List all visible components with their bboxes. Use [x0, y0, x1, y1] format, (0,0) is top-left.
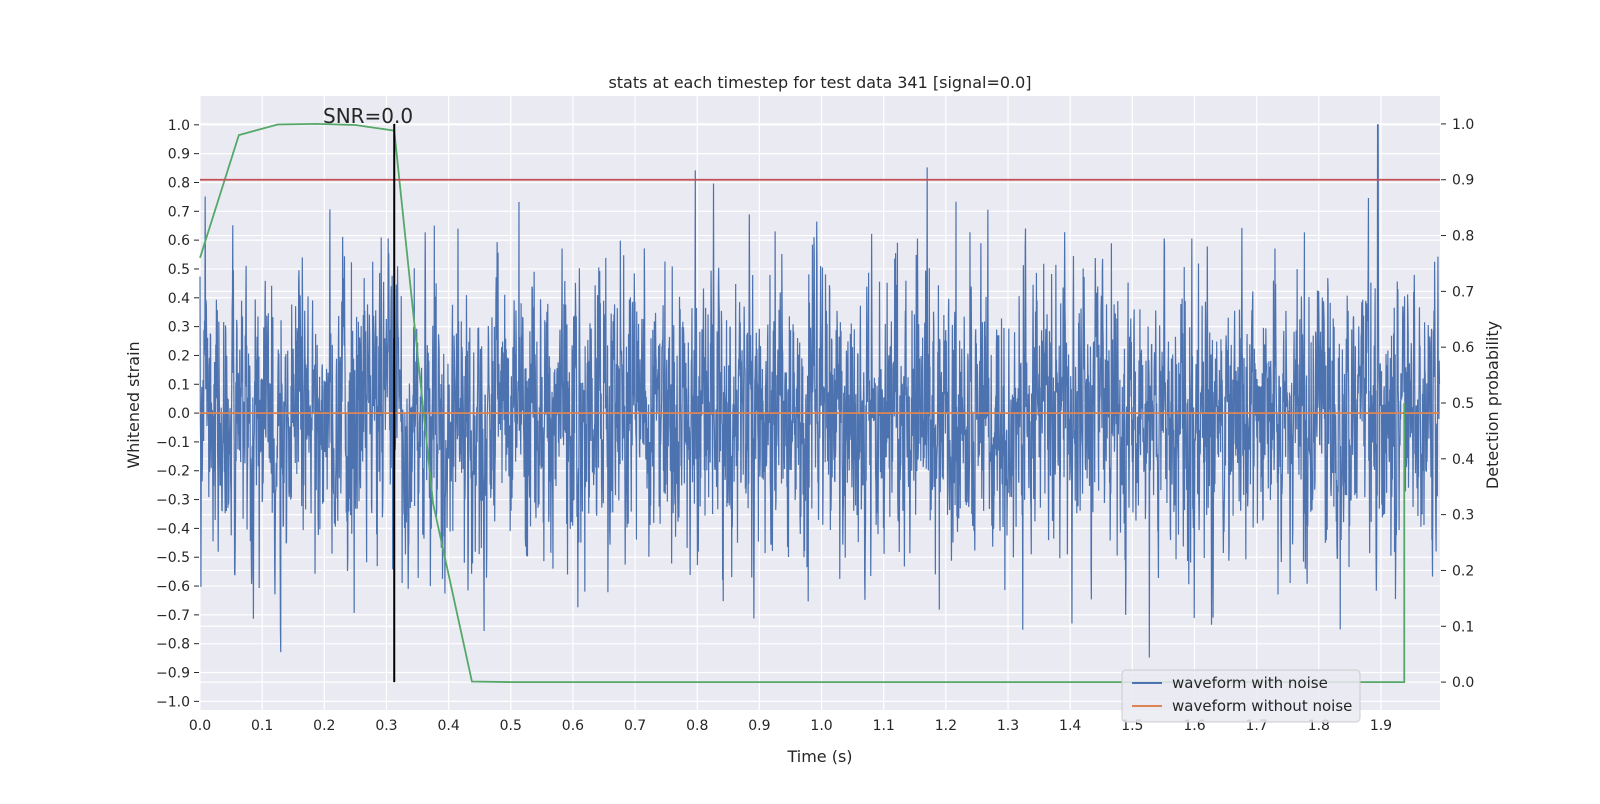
- y-tick-label: 0.5: [168, 262, 190, 278]
- series-line-waveform-with-noise: [199, 124, 1441, 658]
- x-tick-label: 0.0: [189, 718, 211, 734]
- legend: waveform with noise waveform without noi…: [1121, 669, 1361, 723]
- y-tick-label: −0.7: [156, 608, 190, 624]
- y-right-tick-label: 0.5: [1452, 396, 1474, 412]
- y-right-tick-label: 0.4: [1452, 452, 1474, 468]
- y-tick-label: 0.6: [168, 233, 190, 249]
- y-right-tick-label: 0.2: [1452, 563, 1474, 579]
- y-tick-label: −0.8: [156, 637, 190, 653]
- y-right-tick-label: 1.0: [1452, 117, 1474, 133]
- y-tick-label: −0.2: [156, 464, 190, 480]
- x-tick-label: 0.6: [562, 718, 584, 734]
- y-tick-label: 0.2: [168, 348, 190, 364]
- y-right-tick-label: 0.9: [1452, 173, 1474, 189]
- chart-title: stats at each timestep for test data 341…: [608, 73, 1031, 92]
- y-axis-label: Whitened strain: [124, 341, 143, 468]
- y-tick-label: −0.4: [156, 521, 190, 537]
- y-tick-label: 0.9: [168, 147, 190, 163]
- x-axis-label: Time (s): [786, 747, 852, 766]
- y-right-tick-label: 0.1: [1452, 619, 1474, 635]
- legend-label-clean: waveform without noise: [1172, 697, 1352, 715]
- x-tick-label: 0.8: [686, 718, 708, 734]
- y-right-tick-label: 0.6: [1452, 340, 1474, 356]
- y-tick-label: −0.1: [156, 435, 190, 451]
- y-tick-label: 0.0: [168, 406, 190, 422]
- x-tick-label: 0.7: [624, 718, 646, 734]
- y-tick-label: 0.1: [168, 377, 190, 393]
- y-tick-label: 1.0: [168, 118, 190, 134]
- y-right-tick-label: 0.7: [1452, 284, 1474, 300]
- y-tick-label: −1.0: [156, 694, 190, 710]
- x-tick-label: 1.3: [997, 718, 1019, 734]
- x-tick-label: 0.5: [500, 718, 522, 734]
- x-tick-label: 0.2: [313, 718, 335, 734]
- x-tick-label: 1.1: [873, 718, 895, 734]
- x-tick-label: 0.1: [251, 718, 273, 734]
- x-tick-label: 0.9: [748, 718, 770, 734]
- x-tick-label: 1.0: [810, 718, 832, 734]
- x-tick-label: 0.3: [375, 718, 397, 734]
- y-right-tick-label: 0.8: [1452, 229, 1474, 245]
- x-tick-label: 1.9: [1370, 718, 1392, 734]
- x-tick-label: 0.4: [437, 718, 459, 734]
- y-tick-label: −0.6: [156, 579, 190, 595]
- y-right-tick-label: 0.0: [1452, 675, 1474, 691]
- y-tick-label: 0.4: [168, 291, 190, 307]
- y-right-tick-label: 0.3: [1452, 508, 1474, 524]
- legend-box: [1121, 669, 1361, 723]
- y-tick-label: 0.7: [168, 204, 190, 220]
- y-right-axis-label: Detection probability: [1483, 321, 1502, 489]
- snr-annotation: SNR=0.0: [323, 104, 413, 128]
- y-tick-label: 0.8: [168, 175, 190, 191]
- y-tick-label: −0.9: [156, 666, 190, 682]
- y-tick-label: 0.3: [168, 320, 190, 336]
- x-tick-label: 1.2: [935, 718, 957, 734]
- legend-label-noise: waveform with noise: [1172, 674, 1328, 692]
- tick-labels: 0.0 0.1 0.2 0.3 0.4 0.5 0.6 0.7 0.8 0.9 1.0 1.1 1.2 1…: [156, 117, 1474, 734]
- y-tick-label: −0.5: [156, 550, 190, 566]
- y-tick-label: −0.3: [156, 493, 190, 509]
- x-tick-label: 1.4: [1059, 718, 1081, 734]
